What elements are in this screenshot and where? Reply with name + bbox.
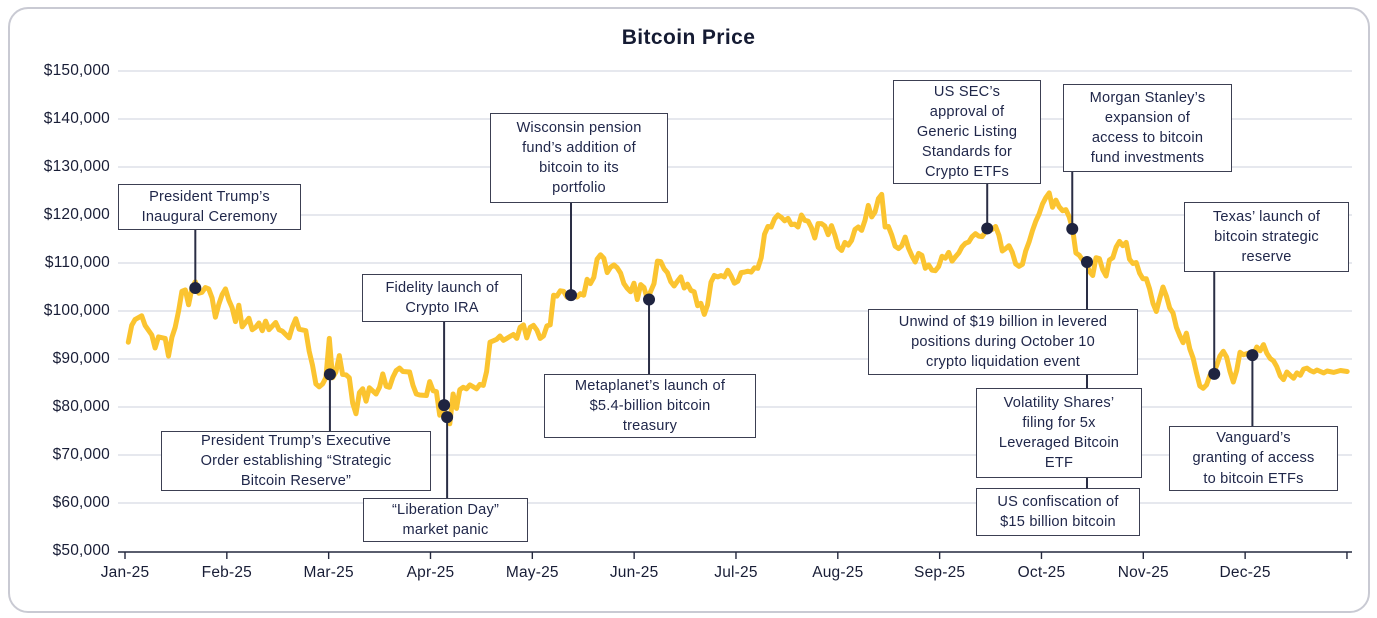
y-axis-label: $120,000: [43, 206, 110, 223]
bitcoin-price-line: [125, 190, 1350, 427]
annotation-box-wisconsin-pension-fund: Wisconsin pension fund’s addition of bit…: [490, 113, 668, 203]
x-axis-label: Jun-25: [609, 564, 659, 581]
x-axis-label: Jul-25: [714, 564, 758, 581]
annotation-box-trump-inauguration: President Trump’s Inaugural Ceremony: [118, 184, 301, 230]
annotation-box-fidelity-crypto-ira: Fidelity launch of Crypto IRA: [362, 274, 522, 322]
y-axis-label: $110,000: [44, 254, 110, 271]
annotation-box-strategic-reserve-executive-order: President Trump’s Executive Order establ…: [161, 431, 431, 491]
y-axis-label: $50,000: [52, 542, 110, 559]
annotation-box-volatility-shares-5x-etf: Volatility Shares’ filing for 5x Leverag…: [976, 388, 1142, 478]
annotation-box-october-10-liquidation: Unwind of $19 billion in levered positio…: [868, 309, 1138, 375]
y-axis-label: $70,000: [52, 446, 110, 463]
x-axis-label: Mar-25: [303, 564, 354, 581]
event-marker-dot: [643, 293, 656, 306]
annotation-box-morgan-stanley-access: Morgan Stanley’s expansion of access to …: [1063, 84, 1232, 172]
event-marker-dot: [1246, 349, 1259, 362]
event-marker-dot: [981, 222, 994, 235]
event-marker-dot: [323, 368, 336, 381]
x-axis-label: Apr-25: [406, 564, 455, 581]
event-marker-dot: [441, 411, 454, 424]
y-axis-label: $130,000: [43, 158, 110, 175]
event-marker-dot: [1080, 256, 1093, 269]
x-axis-label: Sep-25: [914, 564, 966, 581]
y-axis-label: $100,000: [43, 302, 110, 319]
chart-title: Bitcoin Price: [621, 26, 756, 49]
x-axis-label: Aug-25: [812, 564, 864, 581]
x-axis-label: Oct-25: [1017, 564, 1066, 581]
annotation-box-texas-strategic-reserve: Texas’ launch of bitcoin strategic reser…: [1184, 202, 1349, 272]
annotation-box-us-confiscation: US confiscation of $15 billion bitcoin: [976, 488, 1140, 536]
x-axis-label: Dec-25: [1219, 564, 1271, 581]
event-marker-dot: [189, 281, 202, 294]
x-axis-label: May-25: [505, 564, 559, 581]
y-axis-label: $80,000: [52, 398, 110, 415]
event-marker-dot: [565, 289, 578, 302]
event-marker-dot: [1066, 222, 1079, 235]
annotation-box-liberation-day-panic: “Liberation Day” market panic: [363, 498, 528, 542]
annotation-box-metaplanet-treasury: Metaplanet’s launch of $5.4-billion bitc…: [544, 374, 756, 438]
y-axis-label: $90,000: [52, 350, 110, 367]
event-marker-dot: [1208, 367, 1221, 380]
y-axis-label: $140,000: [43, 110, 110, 127]
event-marker-dot: [438, 399, 451, 412]
x-axis-label: Feb-25: [201, 564, 252, 581]
annotation-box-vanguard-access: Vanguard’s granting of access to bitcoin…: [1169, 426, 1338, 491]
y-axis-label: $60,000: [52, 494, 110, 511]
x-axis-label: Nov-25: [1117, 564, 1169, 581]
x-axis-label: Jan-25: [100, 564, 150, 581]
annotation-box-sec-generic-listing: US SEC’s approval of Generic Listing Sta…: [893, 80, 1041, 184]
y-axis-label: $150,000: [43, 62, 110, 79]
